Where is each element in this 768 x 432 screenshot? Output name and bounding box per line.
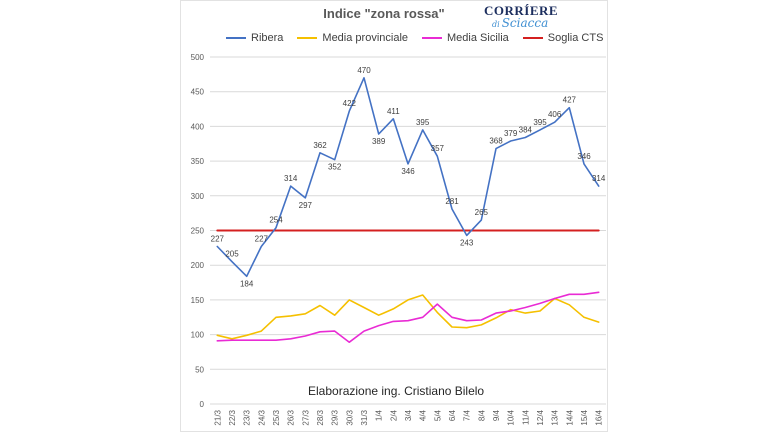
data-label-ribera: 422	[343, 99, 357, 108]
y-tick-label: 150	[191, 296, 205, 305]
y-tick-label: 0	[200, 400, 205, 409]
logo-script-text: Sciacca	[501, 16, 549, 30]
data-label-ribera: 395	[416, 118, 430, 127]
x-tick-label: 7/4	[463, 409, 472, 421]
x-tick-label: 10/4	[507, 409, 516, 425]
data-label-ribera: 389	[372, 137, 386, 146]
y-tick-label: 500	[191, 53, 205, 62]
y-tick-label: 250	[191, 227, 205, 236]
logo-top-text: CORRÍERE	[484, 3, 559, 18]
data-label-ribera: 411	[387, 107, 400, 116]
x-tick-label: 30/3	[345, 409, 354, 425]
data-label-ribera: 243	[460, 238, 474, 247]
data-label-ribera: 184	[240, 279, 254, 288]
data-label-ribera: 368	[489, 137, 503, 146]
data-label-ribera: 281	[445, 197, 459, 206]
legend-item-soglia-cts: Soglia CTS	[522, 32, 604, 44]
x-tick-label: 4/4	[419, 409, 428, 421]
x-tick-label: 26/3	[287, 409, 296, 425]
data-label-ribera: 314	[592, 174, 606, 183]
x-tick-label: 12/4	[536, 409, 545, 425]
x-tick-label: 29/3	[331, 409, 340, 425]
logo-bottom-text: di Sciacca	[492, 17, 554, 31]
legend-item-ribera: Ribera	[226, 32, 283, 44]
data-label-ribera: 314	[284, 174, 298, 183]
data-label-ribera: 362	[313, 141, 327, 150]
x-tick-label: 3/4	[404, 409, 413, 421]
chart-caption: Elaborazione ing. Cristiano Bilelo	[308, 384, 485, 398]
logo-small-text: di	[492, 20, 500, 29]
data-label-ribera: 406	[548, 110, 562, 119]
legend-item-media-sicilia: Media Sicilia	[422, 32, 509, 44]
y-tick-label: 100	[191, 331, 205, 340]
x-tick-label: 27/3	[301, 409, 310, 425]
x-tick-label: 14/4	[565, 409, 574, 425]
x-tick-label: 6/4	[448, 409, 457, 421]
y-tick-label: 350	[191, 157, 205, 166]
data-label-ribera: 379	[504, 129, 518, 138]
newspaper-logo: CORRÍERE di Sciacca	[484, 3, 559, 31]
y-tick-label: 50	[195, 365, 204, 374]
y-tick-label: 300	[191, 192, 205, 201]
data-label-ribera: 346	[577, 152, 591, 161]
y-tick-label: 200	[191, 261, 205, 270]
y-tick-label: 400	[191, 122, 205, 131]
chart-card	[180, 0, 608, 432]
legend-label-ribera: Ribera	[251, 32, 284, 44]
x-tick-label: 13/4	[551, 409, 560, 425]
x-tick-label: 21/3	[213, 409, 222, 425]
data-label-ribera: 254	[269, 216, 283, 225]
legend-swatch-media-provinciale	[297, 37, 318, 39]
x-tick-label: 5/4	[433, 409, 442, 421]
x-tick-label: 16/4	[595, 409, 604, 425]
data-label-ribera: 297	[299, 201, 313, 210]
chart-title: Indice "zona rossa"	[323, 6, 445, 21]
x-tick-label: 8/4	[477, 409, 486, 421]
data-label-ribera: 470	[357, 66, 371, 75]
series-line-media-provinciale	[216, 294, 600, 340]
series-line-ribera	[216, 77, 600, 278]
x-tick-label: 1/4	[375, 409, 384, 421]
x-tick-label: 11/4	[521, 409, 530, 425]
data-label-ribera: 357	[431, 144, 445, 153]
chart-legend: Ribera Media provinciale Media Sicilia S…	[226, 30, 617, 46]
data-label-ribera: 384	[519, 126, 533, 135]
legend-label-soglia-cts: Soglia CTS	[547, 32, 604, 44]
data-label-ribera: 427	[563, 96, 577, 105]
x-tick-label: 28/3	[316, 409, 325, 425]
data-label-ribera: 205	[225, 250, 239, 259]
x-tick-label: 25/3	[272, 409, 281, 425]
legend-label-media-sicilia: Media Sicilia	[447, 32, 509, 44]
x-tick-label: 24/3	[257, 409, 266, 425]
data-label-ribera: 395	[533, 118, 547, 127]
data-label-ribera: 352	[328, 163, 342, 172]
legend-swatch-soglia-cts	[522, 37, 543, 39]
y-tick-label: 450	[191, 88, 205, 97]
x-tick-label: 23/3	[243, 409, 252, 425]
x-tick-label: 2/4	[389, 409, 398, 421]
legend-label-media-provinciale: Media provinciale	[322, 32, 409, 44]
data-label-ribera: 227	[255, 234, 269, 243]
x-tick-label: 9/4	[492, 409, 501, 421]
x-tick-label: 15/4	[580, 409, 589, 425]
legend-swatch-media-sicilia	[422, 37, 443, 39]
data-label-ribera: 265	[475, 208, 489, 217]
series-line-media-sicilia	[216, 291, 600, 344]
data-label-ribera: 227	[211, 234, 225, 243]
legend-swatch-ribera	[226, 37, 246, 39]
data-label-ribera: 346	[401, 167, 415, 176]
x-tick-label: 22/3	[228, 409, 237, 425]
legend-item-media-provinciale: Media provinciale	[297, 32, 408, 44]
x-tick-label: 31/3	[360, 409, 369, 425]
